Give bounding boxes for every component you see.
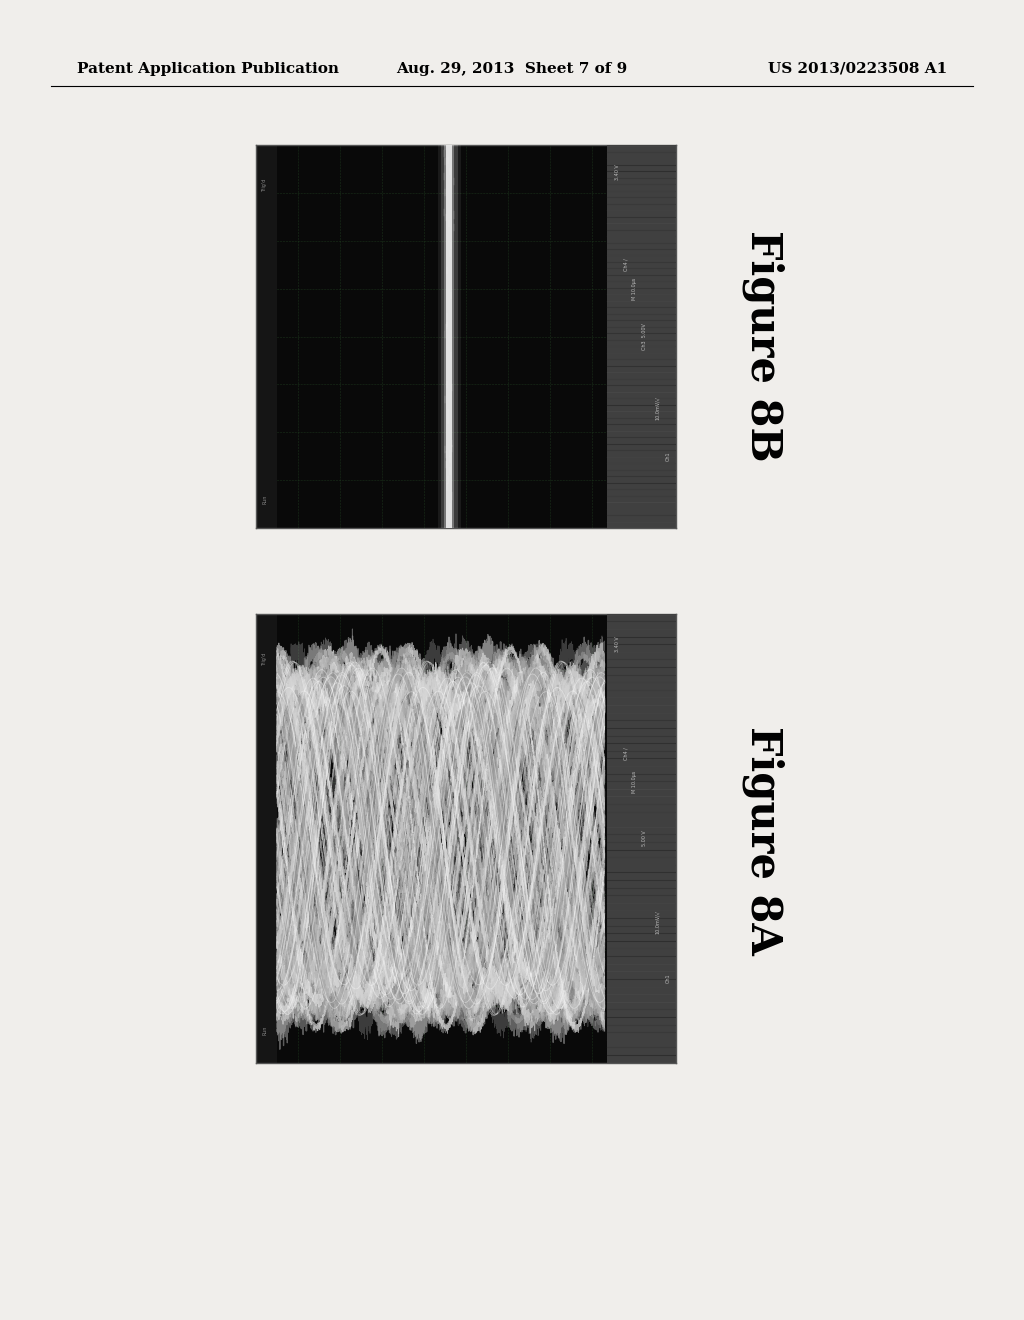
Text: Patent Application Publication: Patent Application Publication bbox=[77, 62, 339, 75]
Text: M 10.0µs: M 10.0µs bbox=[632, 277, 637, 300]
Bar bbox=[256, 1063, 676, 1090]
Bar bbox=[437, 145, 461, 528]
Text: US 2013/0223508 A1: US 2013/0223508 A1 bbox=[768, 62, 947, 75]
Bar bbox=[606, 614, 676, 1063]
Bar bbox=[443, 145, 455, 528]
Bar bbox=[440, 145, 458, 528]
Text: 3.40 V: 3.40 V bbox=[615, 636, 620, 652]
Text: Run: Run bbox=[262, 495, 267, 504]
Text: Aug. 29, 2013  Sheet 7 of 9: Aug. 29, 2013 Sheet 7 of 9 bbox=[396, 62, 628, 75]
Bar bbox=[445, 145, 453, 528]
Text: Trig'd: Trig'd bbox=[262, 653, 267, 667]
Bar bbox=[256, 614, 276, 1063]
Text: Ch1: Ch1 bbox=[666, 974, 671, 983]
Text: Trig'd: Trig'd bbox=[262, 178, 267, 193]
Bar bbox=[256, 145, 276, 528]
Text: Figure 8A: Figure 8A bbox=[741, 726, 784, 956]
Text: Figure 8B: Figure 8B bbox=[741, 230, 784, 462]
Text: 10.0mV/√: 10.0mV/√ bbox=[655, 911, 659, 935]
Text: M 10.0µs: M 10.0µs bbox=[632, 771, 637, 793]
Text: 5.00 V: 5.00 V bbox=[642, 830, 647, 846]
Text: Ch1: Ch1 bbox=[666, 451, 671, 461]
Text: Ch4 /: Ch4 / bbox=[624, 259, 629, 271]
Text: 3.40 V: 3.40 V bbox=[615, 165, 620, 180]
Bar bbox=[606, 145, 676, 528]
Text: Ch4 /: Ch4 / bbox=[624, 747, 629, 760]
Text: 10.0mV/√: 10.0mV/√ bbox=[655, 396, 659, 420]
Bar bbox=[256, 528, 676, 552]
Text: Ch3  5.00V: Ch3 5.00V bbox=[642, 323, 647, 350]
Text: Run: Run bbox=[262, 1026, 267, 1035]
